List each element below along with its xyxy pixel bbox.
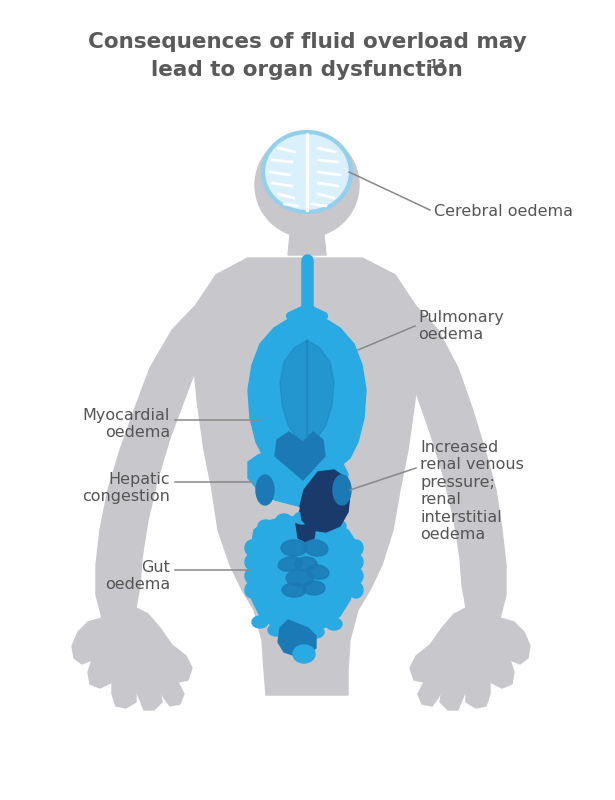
Ellipse shape [256, 475, 274, 505]
Ellipse shape [289, 621, 319, 643]
Ellipse shape [281, 540, 307, 556]
Ellipse shape [263, 132, 351, 212]
Polygon shape [362, 258, 506, 628]
Polygon shape [307, 340, 334, 446]
Ellipse shape [245, 582, 259, 598]
Ellipse shape [304, 540, 328, 556]
Ellipse shape [278, 557, 302, 571]
Polygon shape [275, 432, 325, 480]
Ellipse shape [303, 581, 325, 595]
Polygon shape [296, 510, 316, 542]
Ellipse shape [288, 628, 304, 640]
Polygon shape [307, 312, 366, 472]
Polygon shape [192, 258, 420, 695]
Ellipse shape [245, 568, 259, 584]
Polygon shape [96, 258, 248, 628]
Polygon shape [248, 516, 358, 634]
Text: Consequences of fluid overload may: Consequences of fluid overload may [87, 32, 526, 52]
Ellipse shape [349, 554, 363, 570]
Ellipse shape [294, 512, 310, 524]
Ellipse shape [307, 565, 329, 579]
Text: 13: 13 [430, 58, 446, 71]
Ellipse shape [333, 475, 351, 505]
Polygon shape [278, 620, 316, 656]
Text: Increased
renal venous
pressure;
renal
interstitial
oedema: Increased renal venous pressure; renal i… [420, 440, 524, 542]
Ellipse shape [293, 645, 315, 663]
Ellipse shape [295, 557, 317, 571]
Ellipse shape [326, 618, 342, 630]
Ellipse shape [245, 540, 259, 556]
Ellipse shape [286, 570, 314, 586]
Ellipse shape [258, 520, 274, 532]
Polygon shape [72, 608, 192, 710]
Text: Gut
oedema: Gut oedema [105, 560, 170, 592]
Ellipse shape [349, 540, 363, 556]
Ellipse shape [312, 514, 328, 526]
Circle shape [255, 133, 359, 237]
Ellipse shape [349, 582, 363, 598]
Ellipse shape [276, 514, 292, 526]
Ellipse shape [282, 583, 306, 597]
Ellipse shape [308, 626, 324, 638]
Text: Cerebral oedema: Cerebral oedema [434, 205, 573, 219]
Ellipse shape [330, 520, 346, 532]
Text: Hepatic
congestion: Hepatic congestion [82, 472, 170, 504]
Ellipse shape [245, 554, 259, 570]
Polygon shape [410, 608, 530, 710]
Polygon shape [280, 340, 307, 446]
Polygon shape [248, 312, 307, 472]
Polygon shape [300, 470, 350, 532]
Ellipse shape [349, 568, 363, 584]
Polygon shape [288, 225, 326, 255]
Ellipse shape [252, 616, 268, 628]
Ellipse shape [268, 624, 284, 636]
Text: lead to organ dysfunction: lead to organ dysfunction [151, 60, 463, 80]
Polygon shape [248, 448, 348, 506]
Text: Pulmonary
oedema: Pulmonary oedema [418, 310, 504, 342]
Text: Myocardial
oedema: Myocardial oedema [82, 408, 170, 440]
